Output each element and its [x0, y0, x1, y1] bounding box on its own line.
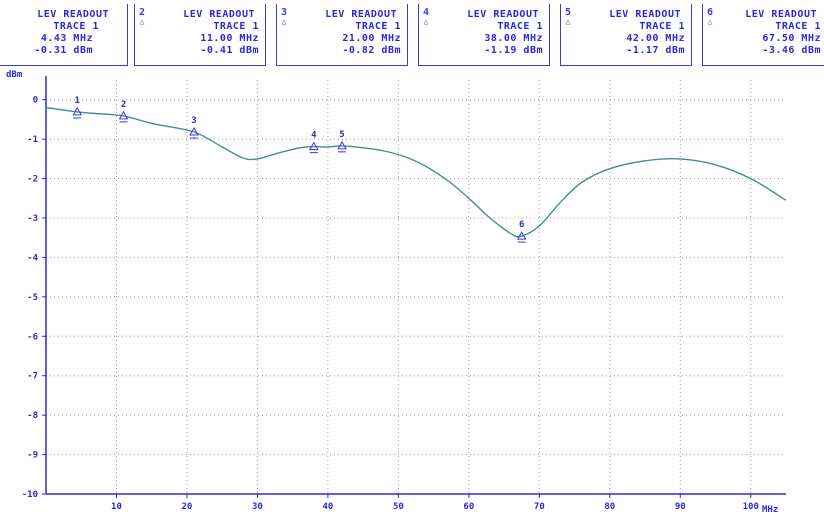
marker-6: 6 [516, 220, 527, 243]
y-tick-label: -3 [27, 214, 38, 224]
readout-marker-symbol: 5 △ [564, 7, 572, 27]
marker-triangle-icon [308, 141, 319, 151]
level-readout-3: 3 △ LEV READOUT TRACE 1 21.00 MHz -0.82 d… [276, 4, 408, 66]
readout-marker-symbol: 4 △ [422, 7, 430, 27]
readout-title: LEV READOUT [325, 9, 397, 20]
marker-3: 3 [189, 116, 199, 139]
level-readout-1: LEV READOUT TRACE 1 4.43 MHz -0.31 dBm [0, 4, 128, 66]
level-readout-2: 2 △ LEV READOUT TRACE 1 11.00 MHz -0.41 d… [134, 4, 266, 66]
y-tick-label: -9 [27, 451, 38, 461]
x-axis-unit-label: MHz [762, 505, 778, 515]
frequency-response-chart: 10 20 30 40 50 60 70 80 90 100 0 -1 -2 -3 -4 -5 -6 -7 -8 -9… [6, 70, 787, 515]
marker-triangle-icon [118, 110, 129, 120]
y-axis-unit-label: dBm [6, 70, 23, 80]
marker-triangle-icon [72, 106, 83, 116]
readout-panel: LEV READOUT TRACE 1 4.43 MHz -0.31 dBm 2… [0, 0, 824, 66]
marker-number-label: 2 [121, 100, 126, 110]
y-tick-label: -5 [27, 293, 38, 303]
readout-level: -0.82 dBm [342, 45, 401, 56]
trace-1 [45, 106, 787, 238]
level-readout-6: 6 △ LEV READOUT TRACE 1 67.50 MHz -3.46 d… [702, 4, 824, 66]
readout-marker-symbol: 3 △ [280, 7, 288, 27]
x-tick-label: 20 [182, 502, 193, 512]
y-tick-label: -7 [27, 372, 38, 382]
readout-level: -0.31 dBm [34, 45, 93, 56]
marker-triangle-icon: △ [707, 17, 713, 26]
level-readout-5: 5 △ LEV READOUT TRACE 1 42.00 MHz -1.17 d… [560, 4, 692, 66]
axes [42, 76, 786, 498]
readout-title: LEV READOUT [609, 9, 681, 20]
marker-number-label: 3 [191, 116, 196, 126]
readout-marker-symbol: 6 △ [706, 7, 714, 27]
readout-trace: TRACE 1 [213, 21, 259, 32]
marker-triangle-icon: △ [423, 17, 429, 26]
readout-frequency: 4.43 MHz [40, 33, 93, 44]
y-tick-label: -8 [27, 411, 38, 421]
x-tick-label: 50 [393, 502, 404, 512]
x-tick-label: 100 [743, 502, 759, 512]
readout-frequency: 67.50 MHz [762, 33, 821, 44]
readout-marker-symbol: 2 △ [138, 7, 146, 27]
x-tick-label: 10 [111, 502, 122, 512]
marker-triangle-icon [337, 140, 347, 150]
readout-title: LEV READOUT [467, 9, 539, 20]
y-tick-label: -4 [27, 253, 38, 263]
readout-level: -0.41 dBm [200, 45, 259, 56]
readout-level: -3.46 dBm [762, 45, 821, 56]
readout-trace: TRACE 1 [53, 21, 99, 32]
readout-frequency: 42.00 MHz [626, 33, 685, 44]
marker-triangle-icon [189, 127, 199, 136]
readout-title: LEV READOUT [37, 9, 109, 20]
readout-level: -1.17 dBm [626, 45, 685, 56]
marker-number-label: 6 [519, 220, 524, 230]
readout-title: LEV READOUT [745, 9, 817, 20]
y-tick-label: -10 [22, 490, 38, 500]
level-readout-4: 4 △ LEV READOUT TRACE 1 38.00 MHz -1.19 d… [418, 4, 550, 66]
marker-5: 5 [337, 130, 347, 153]
x-tick-label: 90 [675, 502, 686, 512]
trace-line [45, 106, 787, 238]
marker-set: 1 2 3 4 5 6 [72, 96, 527, 243]
grid-lines [46, 80, 786, 494]
readout-trace: TRACE 1 [497, 21, 543, 32]
x-tick-label: 80 [604, 502, 615, 512]
marker-triangle-icon: △ [281, 17, 287, 26]
marker-number-label: 5 [339, 130, 344, 140]
y-tick-label: 0 [33, 96, 38, 106]
marker-number-label: 1 [75, 96, 80, 106]
x-tick-label: 70 [534, 502, 545, 512]
readout-frequency: 11.00 MHz [200, 33, 259, 44]
readout-trace: TRACE 1 [639, 21, 685, 32]
marker-2: 2 [118, 100, 129, 123]
x-tick-label: 60 [463, 502, 474, 512]
x-tick-label: 40 [322, 502, 333, 512]
marker-4: 4 [308, 131, 319, 154]
readout-trace: TRACE 1 [355, 21, 401, 32]
x-tick-label: 30 [252, 502, 263, 512]
y-tick-label: -6 [27, 332, 38, 342]
marker-number-label: 4 [311, 131, 317, 141]
readout-frequency: 38.00 MHz [484, 33, 543, 44]
tick-labels: 10 20 30 40 50 60 70 80 90 100 0 -1 -2 -3 -4 -5 -6 -7 -8 -9… [22, 96, 759, 512]
readout-trace: TRACE 1 [775, 21, 821, 32]
marker-triangle-icon: △ [139, 17, 145, 26]
marker-1: 1 [72, 96, 83, 119]
marker-triangle-icon: △ [565, 17, 571, 26]
readout-title: LEV READOUT [183, 9, 255, 20]
y-tick-label: -2 [27, 175, 38, 185]
readout-frequency: 21.00 MHz [342, 33, 401, 44]
readout-level: -1.19 dBm [484, 45, 543, 56]
marker-triangle-icon [516, 231, 527, 240]
y-tick-label: -1 [27, 135, 38, 145]
